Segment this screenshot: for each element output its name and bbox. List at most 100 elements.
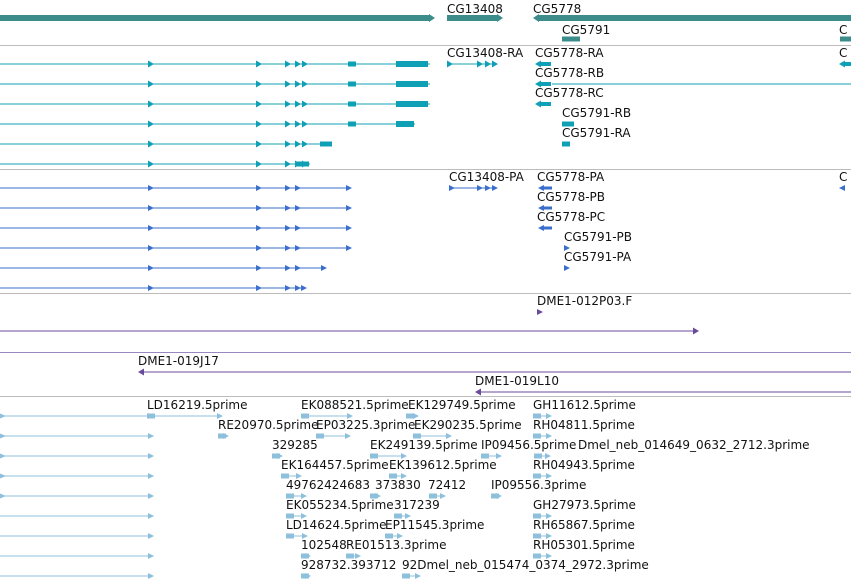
exon-block[interactable] bbox=[394, 513, 402, 519]
exon-arrow[interactable] bbox=[485, 60, 491, 68]
exon-arrow[interactable] bbox=[302, 533, 308, 539]
exon-block[interactable] bbox=[541, 62, 551, 66]
exon-arrow[interactable] bbox=[148, 120, 154, 128]
exon-arrow[interactable] bbox=[148, 225, 154, 231]
est-label[interactable]: EK164457.5prime bbox=[281, 458, 389, 472]
exon-arrow[interactable] bbox=[564, 265, 570, 271]
exon-block[interactable] bbox=[370, 493, 378, 499]
exon-arrow[interactable] bbox=[538, 205, 544, 211]
exon-block[interactable] bbox=[429, 493, 437, 499]
exon-block[interactable] bbox=[562, 141, 570, 147]
est-label[interactable]: Dmel_neb_014649_0632_2712.3prime bbox=[578, 438, 810, 452]
exon-block[interactable] bbox=[533, 473, 541, 479]
refseq-label-cg5778-pc[interactable]: CG5778-PC bbox=[537, 210, 606, 224]
est-label[interactable]: EK129749.5prime bbox=[408, 398, 516, 412]
gene-label-cg5791[interactable]: CG5791 bbox=[562, 23, 611, 37]
exon-arrow[interactable] bbox=[285, 265, 291, 271]
exon-arrow[interactable] bbox=[346, 225, 352, 231]
exon-arrow[interactable] bbox=[285, 100, 291, 108]
exon-arrow[interactable] bbox=[413, 413, 419, 419]
exon-arrow[interactable] bbox=[285, 205, 291, 211]
exon-block[interactable] bbox=[562, 121, 574, 127]
exon-arrow[interactable] bbox=[295, 285, 301, 291]
refseq-label-cg5791-pb[interactable]: CG5791-PB bbox=[564, 230, 633, 244]
exon-arrow[interactable] bbox=[302, 100, 308, 108]
exon-block[interactable] bbox=[286, 513, 294, 519]
exon-arrow[interactable] bbox=[440, 493, 446, 499]
refseq-label-cg5778-pa[interactable]: CG5778-PA bbox=[537, 170, 605, 184]
exon-block[interactable] bbox=[147, 413, 155, 419]
exon-arrow[interactable] bbox=[295, 140, 301, 148]
refseq-label-cg5791-pa[interactable]: CG5791-PA bbox=[564, 250, 632, 264]
exon-arrow[interactable] bbox=[256, 205, 262, 211]
transcript-label-cg5778-ra[interactable]: CG5778-RA bbox=[535, 46, 604, 60]
exon-block[interactable] bbox=[396, 61, 428, 67]
exon-arrow[interactable] bbox=[285, 245, 291, 251]
exon-block[interactable] bbox=[272, 453, 280, 459]
exon-arrow[interactable] bbox=[285, 80, 291, 88]
exon-arrow[interactable] bbox=[295, 265, 301, 271]
exon-arrow[interactable] bbox=[148, 80, 154, 88]
est-label[interactable]: LD16219.5prime bbox=[147, 398, 248, 412]
exon-block[interactable] bbox=[348, 121, 356, 127]
exon-arrow[interactable] bbox=[546, 513, 552, 519]
exon-arrow[interactable] bbox=[256, 285, 262, 291]
exon-arrow[interactable] bbox=[546, 533, 552, 539]
est-label[interactable]: EK055234.5prime bbox=[286, 498, 394, 512]
exon-block[interactable] bbox=[840, 36, 851, 42]
exon-arrow[interactable] bbox=[346, 205, 352, 211]
exon-arrow[interactable] bbox=[355, 553, 361, 559]
exon-arrow[interactable] bbox=[397, 533, 403, 539]
exon-arrow[interactable] bbox=[148, 473, 154, 479]
est-label[interactable]: 92Dmel_neb_015474_0374_2972.3prime bbox=[402, 558, 649, 572]
exon-block[interactable] bbox=[389, 473, 397, 479]
exon-arrow[interactable] bbox=[302, 80, 308, 88]
exon-block[interactable] bbox=[396, 81, 428, 87]
exon-block[interactable] bbox=[320, 141, 332, 147]
est-label[interactable]: RH05301.5prime bbox=[533, 538, 635, 552]
bac-label-dme1-019j17[interactable]: DME1-019J17 bbox=[138, 354, 219, 368]
exon-arrow[interactable] bbox=[839, 60, 845, 68]
exon-arrow[interactable] bbox=[148, 285, 154, 291]
est-label[interactable]: 329285 bbox=[272, 438, 318, 452]
exon-arrow[interactable] bbox=[496, 493, 502, 499]
exon-arrow[interactable] bbox=[256, 265, 262, 271]
refseq-label-cg5778-pb[interactable]: CG5778-PB bbox=[537, 190, 606, 204]
exon-arrow[interactable] bbox=[446, 433, 452, 439]
exon-arrow[interactable] bbox=[148, 553, 154, 559]
exon-arrow[interactable] bbox=[545, 453, 551, 459]
exon-arrow[interactable] bbox=[305, 573, 311, 579]
exon-arrow[interactable] bbox=[347, 413, 353, 419]
exon-arrow[interactable] bbox=[0, 413, 6, 419]
exon-arrow[interactable] bbox=[285, 60, 291, 68]
exon-arrow[interactable] bbox=[0, 473, 6, 479]
exon-block[interactable] bbox=[348, 101, 356, 107]
exon-arrow[interactable] bbox=[285, 160, 291, 168]
exon-block[interactable] bbox=[539, 15, 851, 21]
exon-arrow[interactable] bbox=[401, 453, 407, 459]
exon-arrow[interactable] bbox=[256, 140, 262, 148]
est-label[interactable]: RH04943.5prime bbox=[533, 458, 635, 472]
est-label[interactable]: 72412 bbox=[428, 478, 467, 492]
exon-arrow[interactable] bbox=[475, 388, 481, 396]
transcript-label-cg13408-ra[interactable]: CG13408-RA bbox=[447, 46, 524, 60]
exon-arrow[interactable] bbox=[148, 245, 154, 251]
gene-label-clipped[interactable]: C bbox=[839, 23, 848, 37]
exon-arrow[interactable] bbox=[477, 60, 483, 68]
exon-arrow[interactable] bbox=[535, 60, 541, 68]
exon-arrow[interactable] bbox=[148, 573, 154, 579]
exon-arrow[interactable] bbox=[296, 473, 302, 479]
exon-block[interactable] bbox=[562, 36, 580, 42]
bac-label-dme1-019l10[interactable]: DME1-019L10 bbox=[475, 374, 559, 388]
exon-arrow[interactable] bbox=[535, 80, 541, 88]
est-label[interactable]: EK249139.5prime bbox=[370, 438, 478, 452]
exon-block[interactable] bbox=[544, 186, 552, 190]
exon-arrow[interactable] bbox=[295, 245, 301, 251]
refseq-label-clipped[interactable]: C bbox=[839, 170, 848, 184]
exon-block[interactable] bbox=[348, 81, 356, 87]
exon-arrow[interactable] bbox=[295, 100, 301, 108]
exon-block[interactable] bbox=[396, 121, 414, 127]
exon-arrow[interactable] bbox=[148, 100, 154, 108]
exon-arrow[interactable] bbox=[345, 433, 351, 439]
exon-arrow[interactable] bbox=[148, 513, 154, 519]
